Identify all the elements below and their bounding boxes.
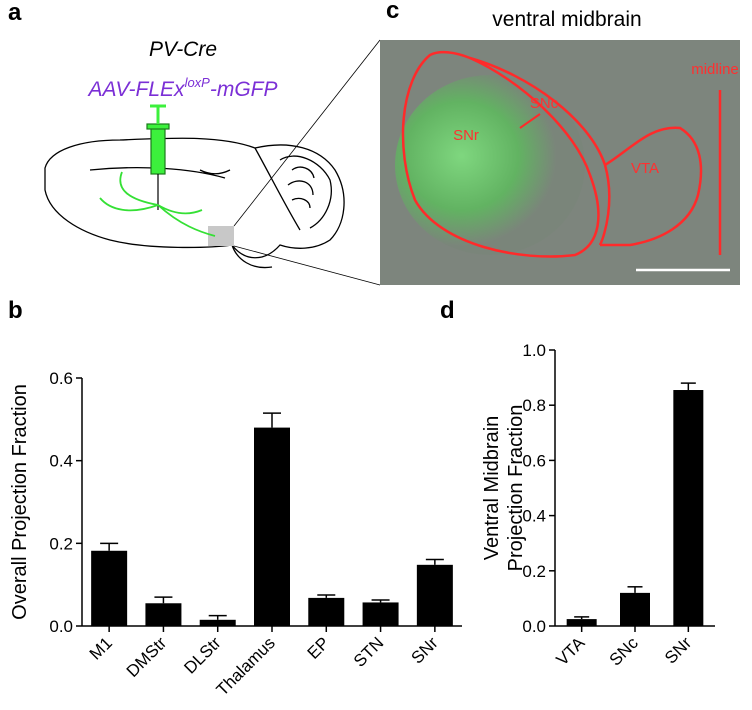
roi-box xyxy=(208,226,234,246)
virus: AAV-FLExloxP-mGFP xyxy=(86,75,277,101)
x-tick-label: DLStr xyxy=(180,633,224,677)
bar xyxy=(308,597,345,626)
bar xyxy=(673,390,704,626)
region-label: SNc xyxy=(530,95,559,112)
region-outlines xyxy=(401,50,722,258)
brain-sketch xyxy=(44,137,345,269)
x-tick-label: EP xyxy=(304,633,333,662)
y-tick-label: 0.0 xyxy=(49,617,73,636)
image-title: ventral midbrain xyxy=(492,8,641,31)
projection-arrows xyxy=(99,171,216,237)
bar xyxy=(566,619,597,626)
zoom-line xyxy=(233,245,381,286)
bar xyxy=(199,619,236,626)
y-axis-label: Ventral Midbrain xyxy=(481,416,503,561)
bar xyxy=(145,603,182,626)
virus-suffix: -mGFP xyxy=(210,78,278,101)
y-tick-label: 0.8 xyxy=(522,396,546,415)
panel-label: c xyxy=(386,0,399,24)
y-axis-label: Projection Fraction xyxy=(505,405,527,572)
x-tick-label: DMStr xyxy=(123,633,171,681)
y-tick-label: 0.2 xyxy=(49,534,73,553)
x-tick-label: Thalamus xyxy=(213,633,279,699)
x-tick-label: STN xyxy=(350,633,387,670)
region-label: midline xyxy=(691,61,739,78)
virus-name: AAV-FLEx xyxy=(86,78,186,101)
bar xyxy=(254,427,290,626)
bar xyxy=(416,564,453,626)
x-tick-label: SNr xyxy=(661,633,695,667)
virus-sup: loxP xyxy=(185,75,211,90)
panel-label: b xyxy=(8,297,23,324)
x-tick-label: M1 xyxy=(86,633,116,663)
zoom-line xyxy=(233,39,381,227)
y-tick-label: 0.0 xyxy=(522,617,546,636)
syringe xyxy=(146,104,170,210)
x-tick-label: SNc xyxy=(606,633,642,669)
y-axis-label: Overall Projection Fraction xyxy=(9,384,31,620)
bar xyxy=(620,592,650,626)
x-tick-label: VTA xyxy=(553,633,589,669)
region-label: SNr xyxy=(453,127,479,144)
bar xyxy=(362,602,399,626)
y-tick-label: 0.2 xyxy=(522,562,546,581)
y-tick-label: 1.0 xyxy=(522,341,546,360)
genotype: PV-Cre xyxy=(149,38,217,61)
y-tick-label: 0.6 xyxy=(49,369,73,388)
gfp-signal xyxy=(395,75,585,255)
y-tick-label: 0.4 xyxy=(522,507,546,526)
y-tick-label: 0.6 xyxy=(522,451,546,470)
region-label: VTA xyxy=(631,160,659,177)
panel-label: a xyxy=(8,0,22,26)
x-tick-label: SNr xyxy=(408,633,442,667)
bar xyxy=(91,550,128,626)
y-tick-label: 0.4 xyxy=(49,452,73,471)
panel-label: d xyxy=(440,297,455,324)
